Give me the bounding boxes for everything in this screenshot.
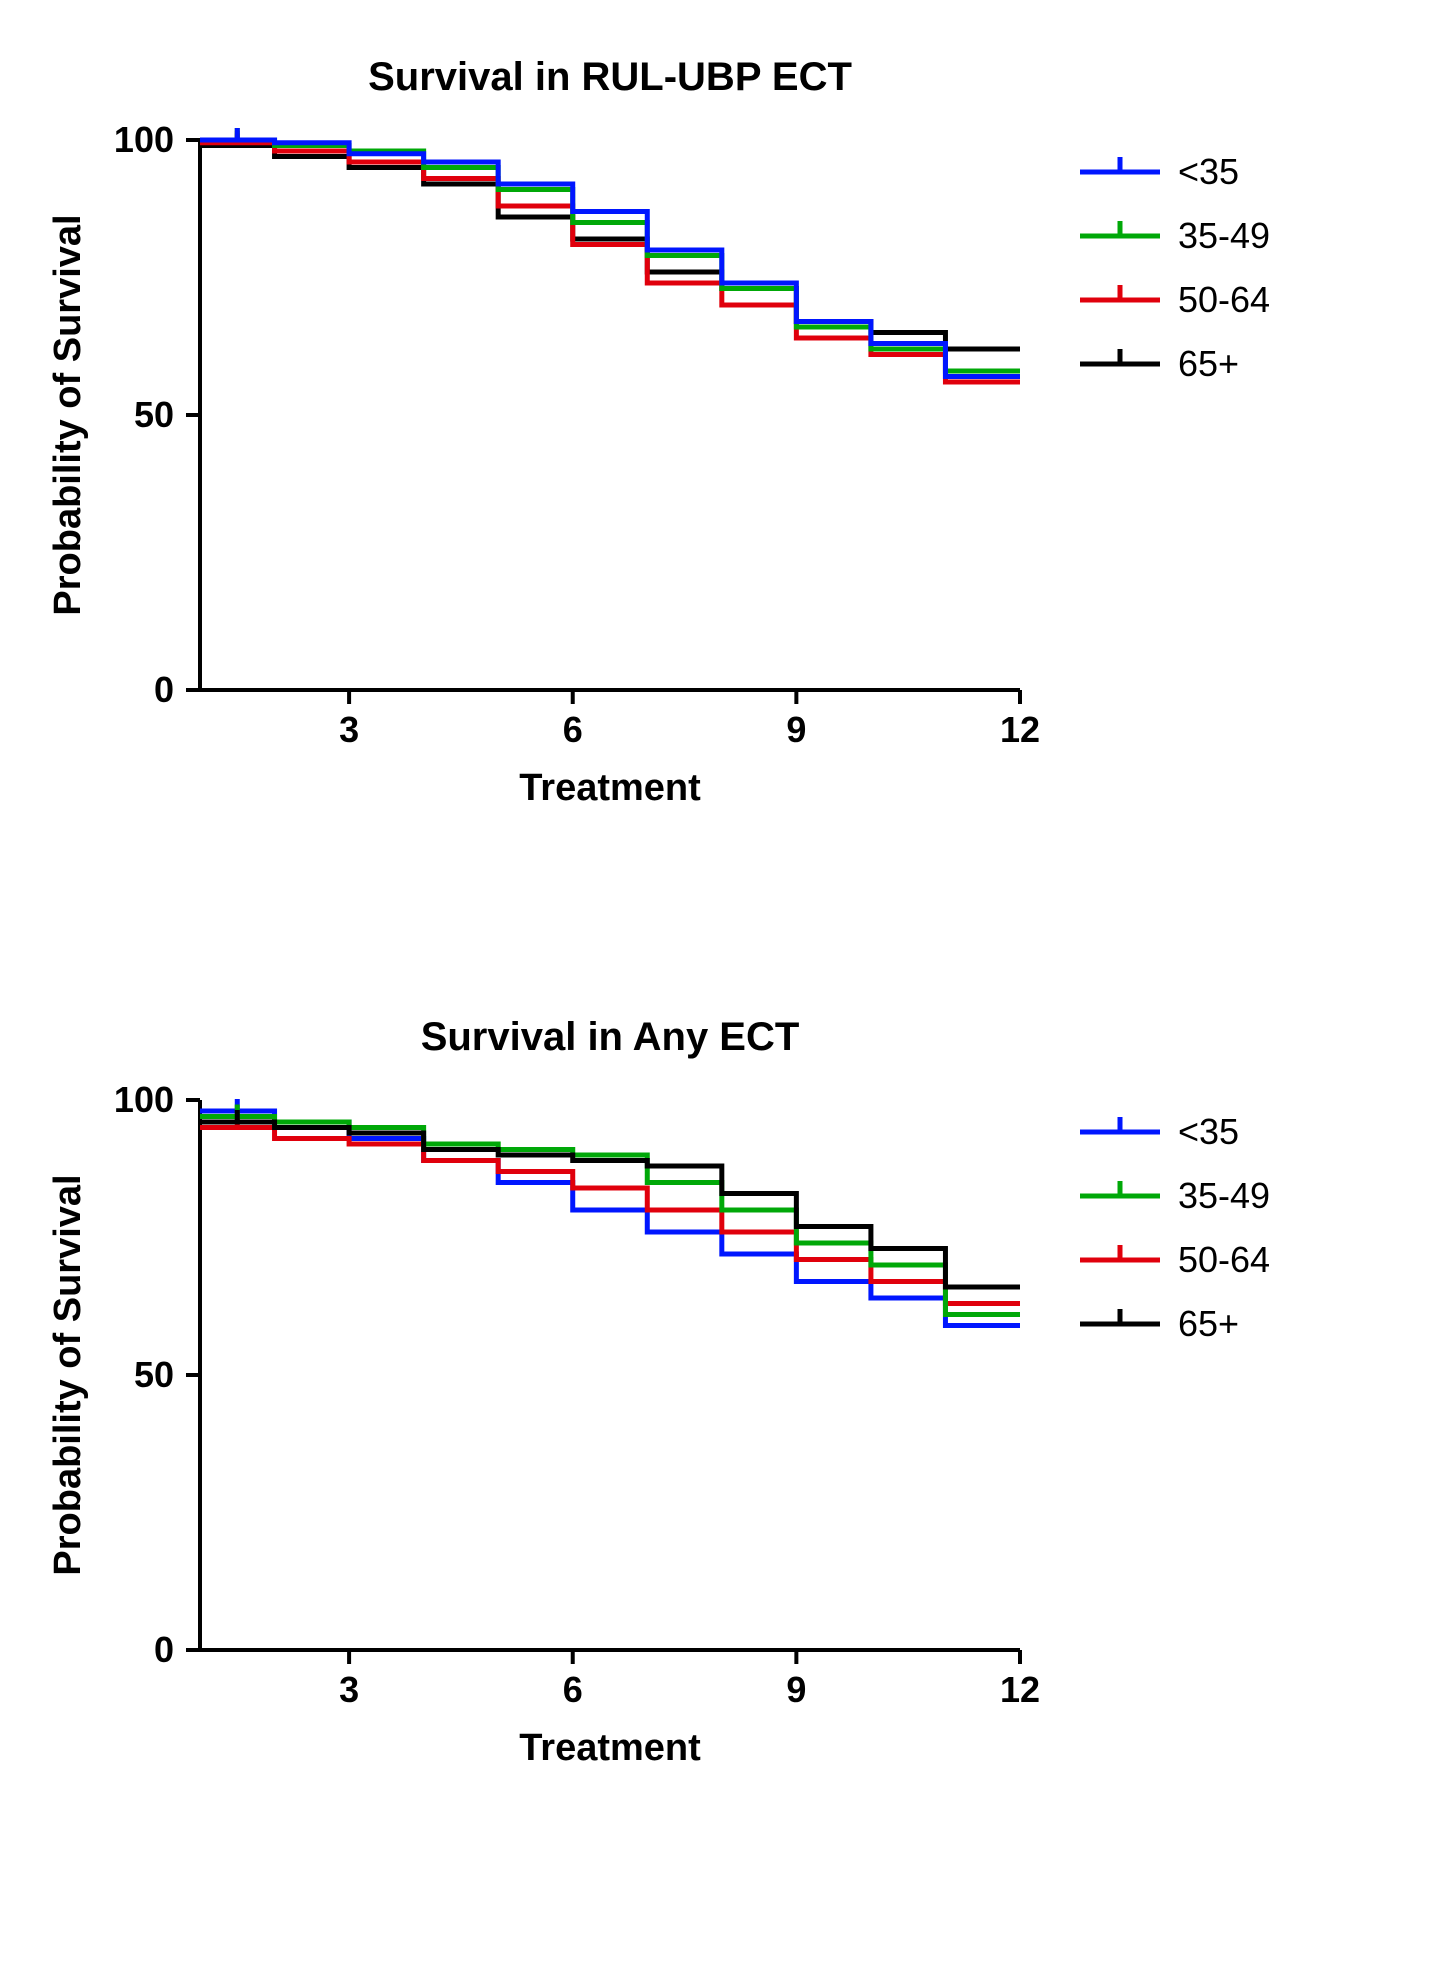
survival-figure: Survival in RUL-UBP ECT 0 50 100 3 6 9 12 Treatm… <box>30 30 1422 1890</box>
x-tick-label: 3 <box>339 709 359 750</box>
legend-swatch <box>1080 1176 1160 1216</box>
survival-step-line <box>200 146 1020 350</box>
x-tick-label: 6 <box>563 709 583 750</box>
y-axis-label: Probability of Survival <box>47 214 89 615</box>
survival-step-line <box>200 140 1020 371</box>
survival-step-line <box>200 143 1020 382</box>
legend-label: 65+ <box>1178 1303 1239 1345</box>
y-tick-label: 50 <box>134 1354 174 1395</box>
legend-tick-icon <box>1118 1181 1123 1195</box>
legend-label: 50-64 <box>1178 1239 1270 1281</box>
legend-item: 65+ <box>1080 332 1270 396</box>
legend-item: 50-64 <box>1080 268 1270 332</box>
legend-tick-icon <box>1118 1117 1123 1131</box>
legend-item: <35 <box>1080 140 1270 204</box>
survival-step-line <box>200 1117 1020 1315</box>
legend-label: <35 <box>1178 1111 1239 1153</box>
chart-title: Survival in RUL-UBP ECT <box>368 55 852 99</box>
legend-swatch <box>1080 1240 1160 1280</box>
x-tick-label: 6 <box>563 1669 583 1710</box>
y-tick-label: 0 <box>154 1629 174 1670</box>
legend-label: 50-64 <box>1178 279 1270 321</box>
chart-panel: Survival in Any ECT 0 50 100 3 6 9 12 Treatment P… <box>30 990 1422 1890</box>
legend-tick-icon <box>1118 285 1123 299</box>
legend-swatch <box>1080 1112 1160 1152</box>
survival-step-line <box>200 140 1020 377</box>
x-axis-label: Treatment <box>519 767 701 809</box>
x-tick-label: 12 <box>1000 709 1040 750</box>
legend-item: <35 <box>1080 1100 1270 1164</box>
legend-tick-icon <box>1118 1309 1123 1323</box>
legend-label: 65+ <box>1178 343 1239 385</box>
y-tick-label: 0 <box>154 669 174 710</box>
legend-swatch <box>1080 152 1160 192</box>
legend-item: 35-49 <box>1080 204 1270 268</box>
legend-label: <35 <box>1178 151 1239 193</box>
legend-tick-icon <box>1118 221 1123 235</box>
legend-item: 65+ <box>1080 1292 1270 1356</box>
legend-item: 35-49 <box>1080 1164 1270 1228</box>
legend-label: 35-49 <box>1178 1175 1270 1217</box>
chart-title: Survival in Any ECT <box>421 1015 800 1059</box>
survival-step-line <box>200 1122 1020 1287</box>
x-tick-label: 9 <box>786 709 806 750</box>
legend-tick-icon <box>1118 157 1123 171</box>
y-tick-label: 100 <box>114 119 174 160</box>
legend-swatch <box>1080 216 1160 256</box>
legend-label: 35-49 <box>1178 215 1270 257</box>
legend-swatch <box>1080 1304 1160 1344</box>
legend-tick-icon <box>1118 349 1123 363</box>
legend-tick-icon <box>1118 1245 1123 1259</box>
x-tick-label: 3 <box>339 1669 359 1710</box>
legend: <35 35-49 50-64 65+ <box>1080 1100 1270 1356</box>
legend: <35 35-49 50-64 65+ <box>1080 140 1270 396</box>
y-tick-label: 100 <box>114 1079 174 1120</box>
y-tick-label: 50 <box>134 394 174 435</box>
x-tick-label: 9 <box>786 1669 806 1710</box>
y-axis-label: Probability of Survival <box>47 1174 89 1575</box>
legend-item: 50-64 <box>1080 1228 1270 1292</box>
survival-step-line <box>200 1111 1020 1326</box>
x-axis-label: Treatment <box>519 1727 701 1769</box>
x-tick-label: 12 <box>1000 1669 1040 1710</box>
legend-swatch <box>1080 344 1160 384</box>
chart-panel: Survival in RUL-UBP ECT 0 50 100 3 6 9 12 Treatm… <box>30 30 1422 930</box>
legend-swatch <box>1080 280 1160 320</box>
